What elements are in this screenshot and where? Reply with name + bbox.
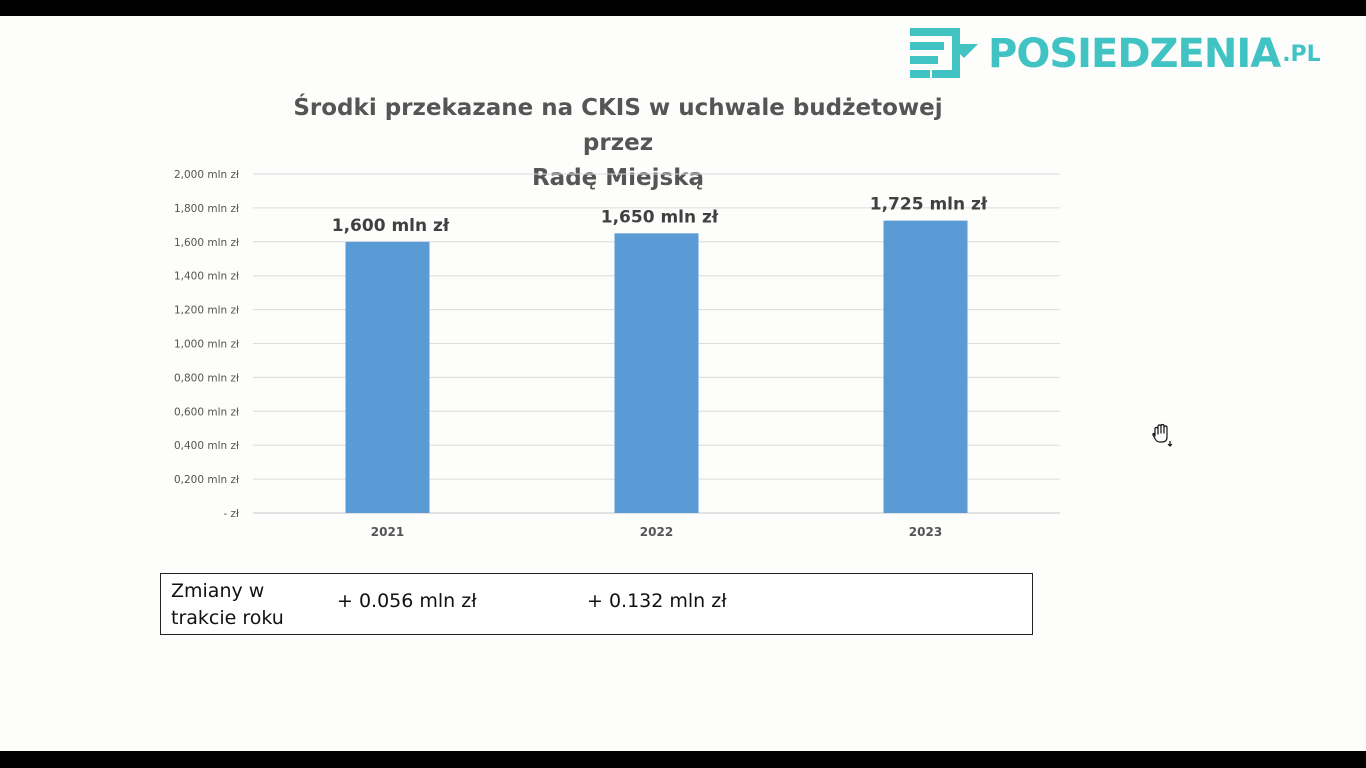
posiedzenia-logo: POSIEDZENIA .PL [908, 26, 1321, 82]
y-tick-label: 1,200 mln zł [174, 305, 239, 317]
chart-title-line-1: Środki przekazane na CKIS w uchwale budż… [293, 95, 943, 156]
y-tick-label: 1,000 mln zł [174, 339, 239, 351]
y-tick-label: 0,200 mln zł [174, 474, 239, 486]
bar [345, 241, 430, 514]
x-tick-label: 2021 [371, 525, 404, 539]
x-tick-label: 2022 [640, 525, 673, 539]
logo-text: POSIEDZENIA [988, 31, 1281, 77]
data-label: 1,725 mln zł [870, 195, 988, 215]
data-label: 1,650 mln zł [601, 207, 719, 227]
y-tick-label: 0,800 mln zł [174, 372, 239, 384]
presentation-slide: POSIEDZENIA .PL Środki przekazane na CKIS… [0, 16, 1366, 751]
changes-value-2023: + 0.132 mln zł [587, 590, 727, 612]
logo-suffix: .PL [1282, 41, 1321, 67]
y-tick-label: 1,400 mln zł [174, 271, 239, 283]
y-tick-label: 2,000 mln zł [174, 169, 239, 181]
chart-title-line-2: Radę Miejską [531, 165, 705, 191]
letterbox-bottom [0, 751, 1366, 768]
x-tick-label: 2023 [909, 525, 942, 539]
y-tick-label: 0,600 mln zł [174, 406, 239, 418]
y-tick-label: 0,400 mln zł [174, 440, 239, 452]
data-label: 1,600 mln zł [332, 216, 450, 236]
changes-table: Zmiany w trakcie roku + 0.056 mln zł + 0… [160, 573, 1033, 635]
hand-cursor-icon [1152, 423, 1173, 447]
bar [614, 233, 699, 513]
changes-value-2022: + 0.056 mln zł [337, 590, 477, 612]
chart-title: Środki przekazane na CKIS w uchwale budż… [258, 91, 978, 196]
changes-label: Zmiany w trakcie roku [171, 580, 284, 629]
logo-arrow-icon [910, 28, 978, 78]
bar-chart: - zł 0,200 mln zł 0,400 mln zł 0,600 mln zł… [174, 169, 1060, 539]
y-tick-label: - zł [223, 508, 239, 520]
y-tick-label: 1,800 mln zł [174, 203, 239, 215]
bar [883, 220, 968, 514]
letterbox-top [0, 0, 1366, 16]
y-tick-label: 1,600 mln zł [174, 237, 239, 249]
